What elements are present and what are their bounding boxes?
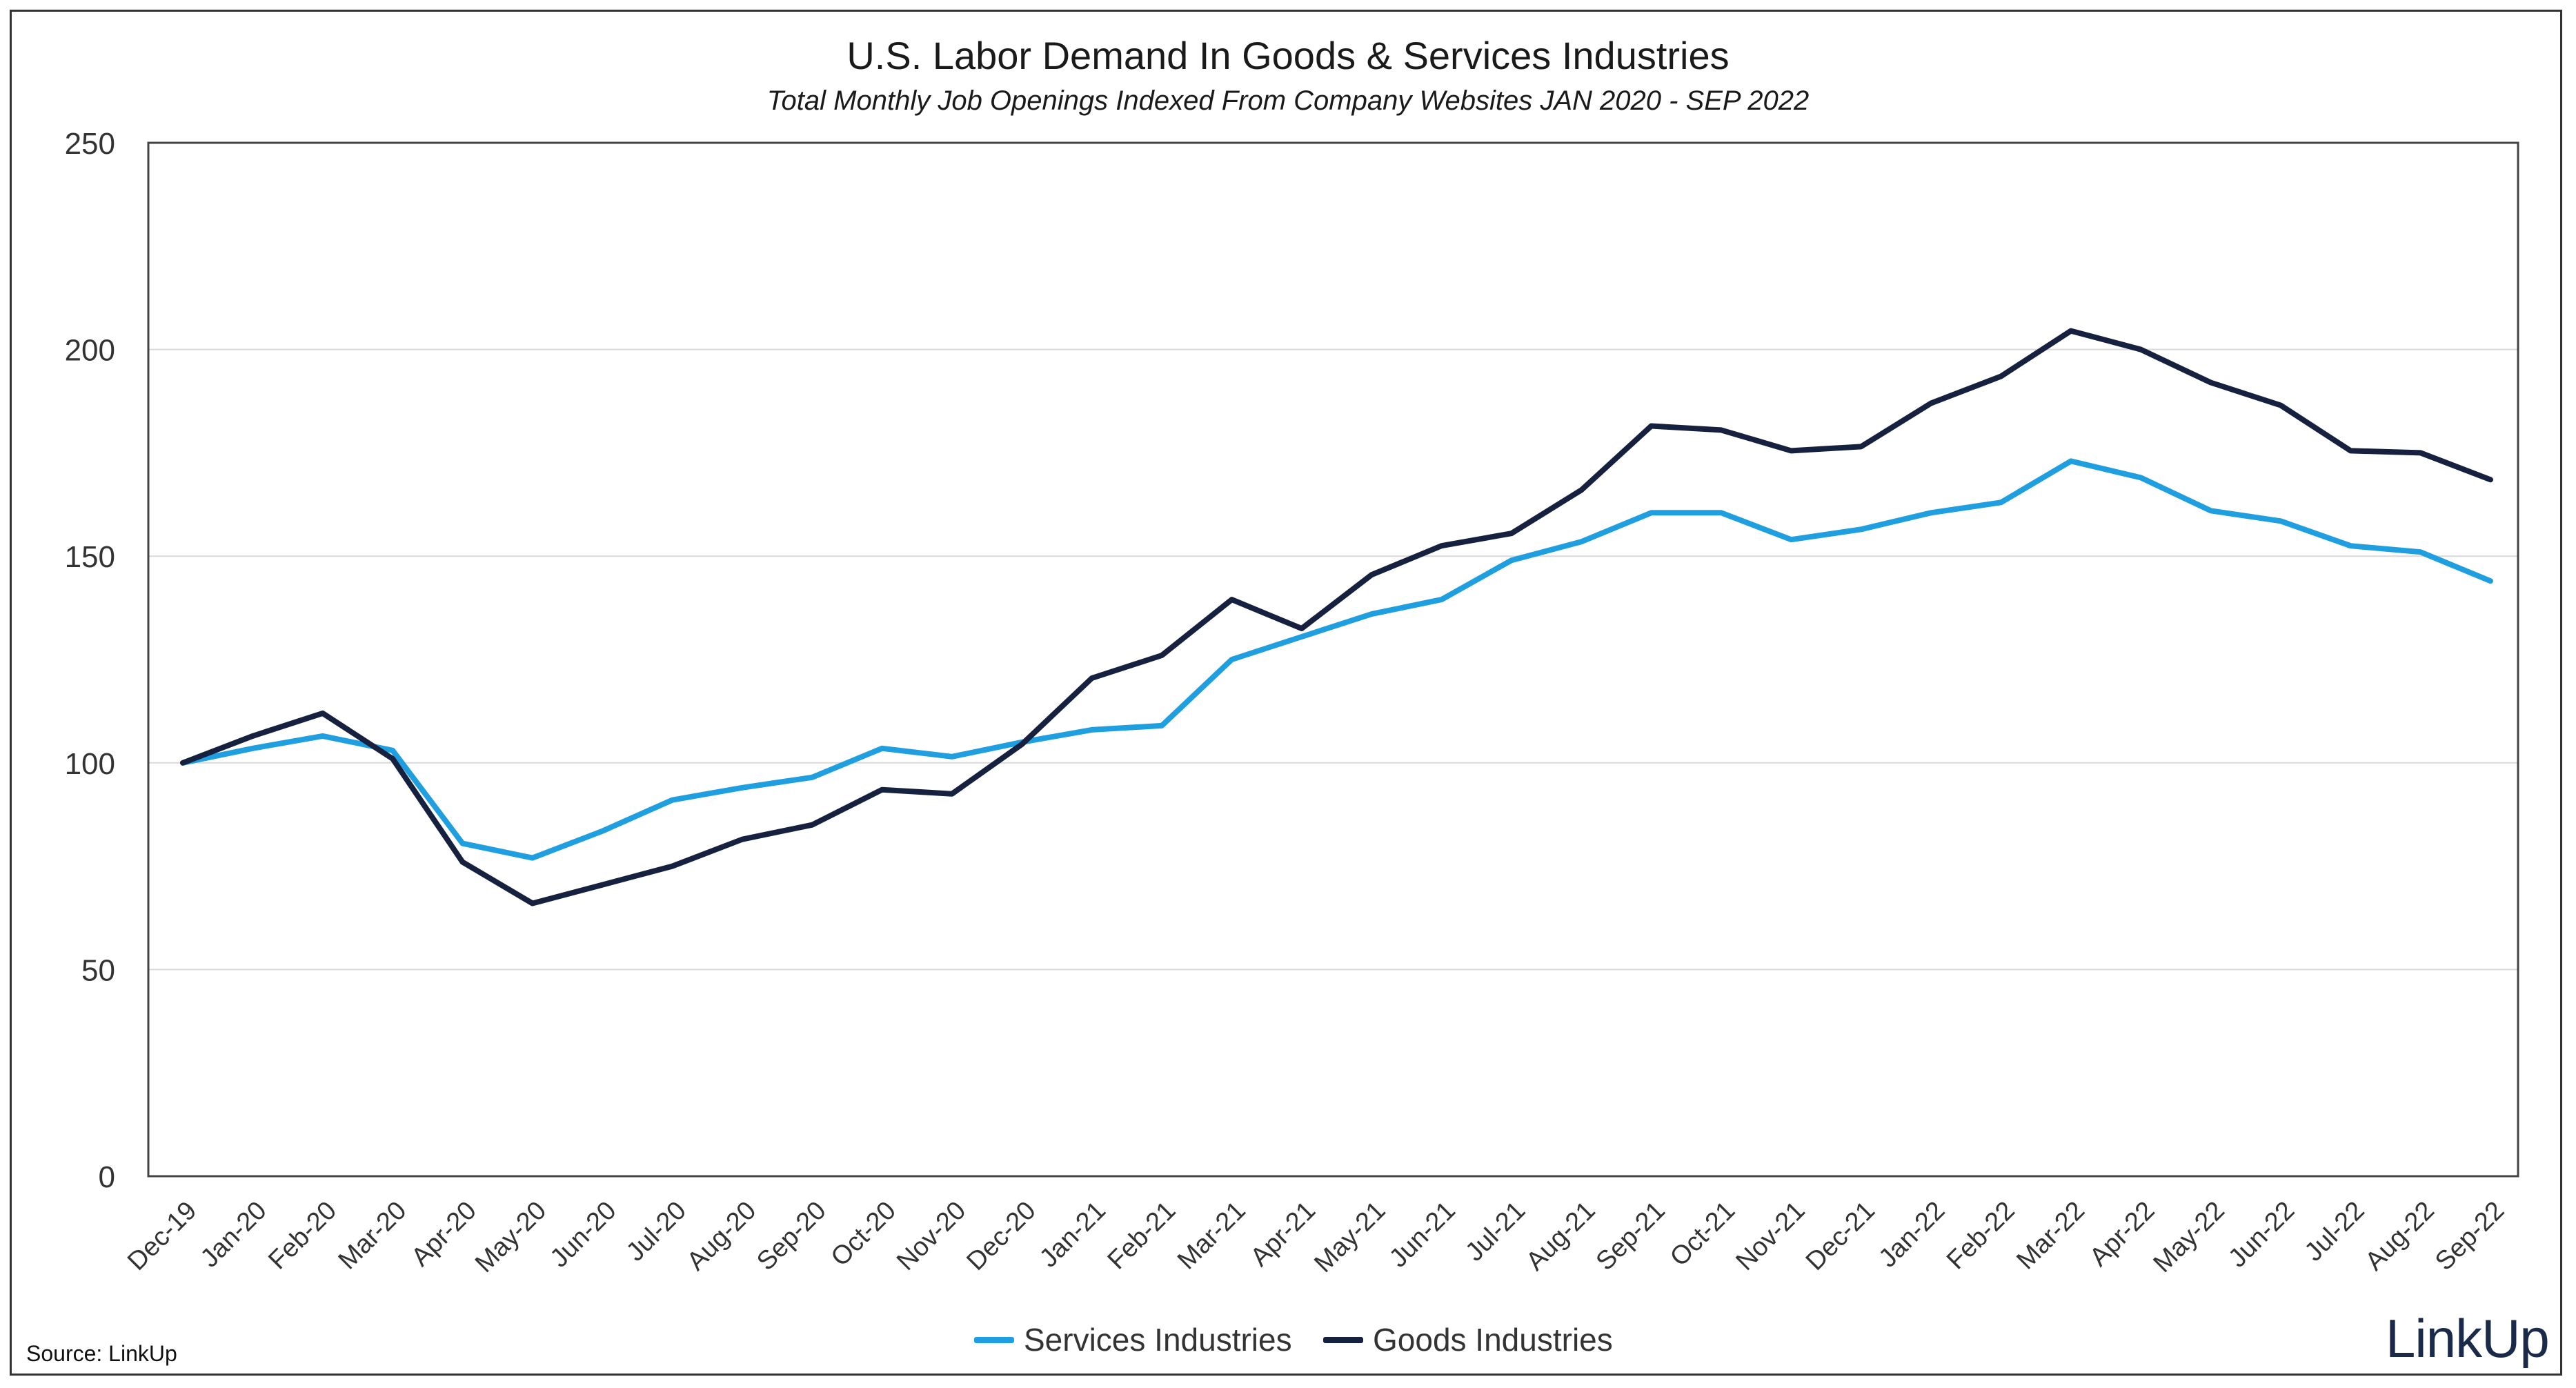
x-tick-label: Sep-22: [2430, 1196, 2510, 1276]
y-tick-label: 100: [65, 747, 115, 781]
x-tick-label: Dec-19: [122, 1196, 202, 1276]
series-lines: [180, 328, 2493, 906]
y-tick-label: 150: [65, 540, 115, 574]
x-tick-label: Dec-20: [961, 1196, 1041, 1276]
source-note: Source: LinkUp: [26, 1341, 177, 1366]
series-line-goods-industries: [180, 328, 2493, 906]
gridlines: [148, 348, 2518, 971]
y-tick-label: 0: [99, 1160, 115, 1194]
x-tick-label: Feb-21: [1102, 1196, 1182, 1276]
legend-item-services: Services Industries: [974, 1319, 1292, 1360]
x-tick-label: Jan-21: [1034, 1196, 1111, 1273]
x-tick-label: Oct-20: [826, 1196, 902, 1272]
x-tick-label: Dec-21: [1801, 1196, 1881, 1276]
x-tick-label: Jun-20: [545, 1196, 622, 1273]
legend-swatch-services: [974, 1336, 1014, 1343]
x-tick-label: Sep-21: [1591, 1196, 1671, 1276]
y-tick-label: 50: [81, 953, 115, 987]
y-tick-label: 250: [65, 127, 115, 161]
y-axis-ticks: 0 50 100 150 200 250: [65, 127, 115, 1194]
x-tick-label: Mar-20: [333, 1196, 413, 1276]
x-tick-label: Jan-20: [195, 1196, 273, 1273]
x-tick-label: Apr-20: [406, 1196, 482, 1272]
chart-subtitle: Total Monthly Job Openings Indexed From …: [766, 86, 1810, 116]
y-tick-label: 200: [65, 334, 115, 368]
x-tick-label: Jun-22: [2223, 1196, 2300, 1273]
x-tick-label: May-21: [1309, 1196, 1391, 1278]
x-tick-label: Jan-22: [1874, 1196, 1951, 1273]
x-tick-label: Nov-21: [1730, 1196, 1810, 1276]
x-tick-label: Nov-20: [891, 1196, 971, 1276]
x-tick-label: Apr-21: [1245, 1196, 1321, 1272]
legend-swatch-goods: [1323, 1336, 1363, 1343]
x-tick-label: Aug-20: [682, 1196, 762, 1276]
chart-title: U.S. Labor Demand In Goods & Services In…: [846, 34, 1730, 77]
x-tick-label: Aug-21: [1520, 1196, 1601, 1276]
legend-label-goods: Goods Industries: [1373, 1322, 1613, 1358]
x-tick-label: May-20: [470, 1196, 552, 1278]
legend-item-goods: Goods Industries: [1323, 1319, 1613, 1360]
plot-area-border: [147, 141, 2519, 1178]
x-tick-label: Feb-20: [263, 1196, 342, 1276]
series-line-services-industries: [180, 458, 2493, 861]
x-tick-label: Oct-21: [1665, 1196, 1741, 1272]
legend-label-services: Services Industries: [1024, 1322, 1292, 1358]
x-tick-label: Aug-22: [2360, 1196, 2440, 1276]
x-tick-label: Jun-21: [1384, 1196, 1461, 1273]
x-tick-label: Apr-22: [2084, 1196, 2160, 1272]
chart-frame: [10, 10, 2562, 1376]
x-tick-label: Sep-20: [751, 1196, 831, 1276]
x-tick-label: Mar-21: [1172, 1196, 1251, 1276]
x-tick-label: May-22: [2148, 1196, 2230, 1278]
linkup-logo: LinkUp: [2386, 1308, 2550, 1369]
x-tick-label: Feb-22: [1941, 1196, 2021, 1276]
x-axis-ticks: Dec-19Jan-20Feb-20Mar-20Apr-20May-20Jun-…: [122, 1196, 2510, 1278]
x-tick-label: Mar-22: [2011, 1196, 2090, 1276]
